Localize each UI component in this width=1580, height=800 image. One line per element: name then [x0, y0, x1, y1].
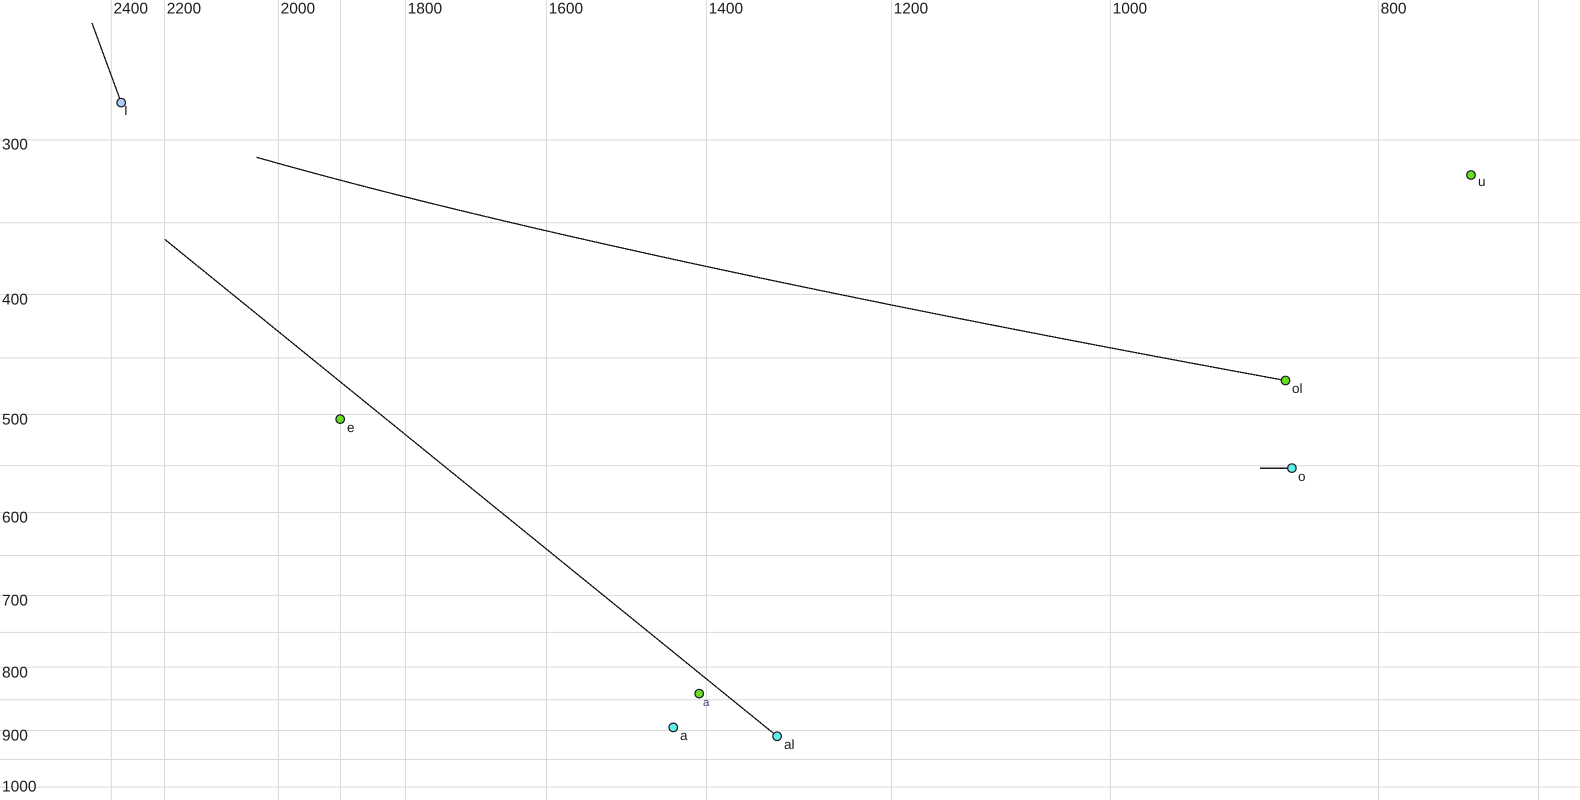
svg-text:800: 800	[1381, 1, 1407, 18]
svg-text:400: 400	[2, 292, 28, 309]
svg-text:1400: 1400	[709, 1, 744, 18]
svg-text:al: al	[784, 737, 795, 752]
svg-text:a: a	[703, 697, 710, 709]
svg-text:900: 900	[2, 728, 28, 745]
svg-text:700: 700	[2, 593, 28, 610]
svg-text:500: 500	[2, 412, 28, 429]
svg-text:800: 800	[2, 665, 28, 682]
svg-text:a: a	[680, 728, 688, 743]
svg-text:2000: 2000	[281, 1, 316, 18]
svg-text:600: 600	[2, 510, 28, 527]
svg-text:1000: 1000	[2, 779, 37, 796]
svg-text:300: 300	[2, 137, 28, 154]
svg-text:I: I	[124, 103, 128, 118]
svg-text:2400: 2400	[114, 1, 149, 18]
svg-text:o: o	[1298, 469, 1306, 484]
svg-text:u: u	[1478, 174, 1486, 189]
svg-text:ol: ol	[1292, 381, 1303, 396]
svg-text:1200: 1200	[894, 1, 929, 18]
svg-text:1000: 1000	[1113, 1, 1148, 18]
svg-text:2200: 2200	[167, 1, 202, 18]
svg-text:e: e	[347, 420, 355, 435]
svg-text:1800: 1800	[408, 1, 443, 18]
svg-text:1600: 1600	[549, 1, 584, 18]
